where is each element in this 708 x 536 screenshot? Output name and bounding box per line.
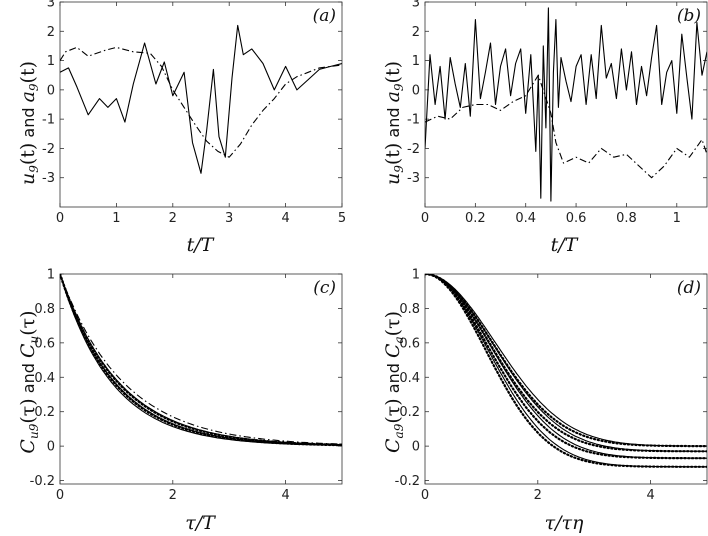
- panel-a-x-axis-label: t/T: [187, 234, 215, 256]
- panel-b-label: (b): [677, 6, 701, 26]
- y-tick-label: -3: [407, 171, 420, 186]
- series-line-c-1: [60, 274, 342, 445]
- x-tick-label: 2: [169, 211, 177, 226]
- panel-a-label: (a): [313, 6, 336, 26]
- panel-d-plot-area: 0 2 4-0.200.20.40.60.81: [395, 268, 707, 504]
- y-tick-label: 1: [47, 268, 55, 283]
- x-tick-label: 0.6: [566, 211, 587, 226]
- y-tick-label: -3: [42, 171, 55, 186]
- x-tick-label: 4: [281, 211, 289, 226]
- x-tick-label: 3: [225, 211, 233, 226]
- panel-d: 0 2 4-0.200.20.40.60.81 (d) τ/τη Ca9(τ) an…: [382, 268, 707, 535]
- panel-b: 0 0.2 0.4 0.6 0.8 1 -3 -2 -1 0 1 2 3 (b) t/T u9(t) a…: [382, 0, 707, 256]
- series-line-b-2: [425, 75, 707, 178]
- series-line-c-6: [60, 274, 342, 445]
- x-tick-label: 5: [338, 211, 346, 226]
- panel-d-y-axis-label: Ca9(τ) and Ca(τ): [382, 311, 406, 453]
- y-tick-label: -0.2: [30, 474, 55, 489]
- panel-a-y-axis-label: u9(t) and a9(t): [17, 61, 41, 185]
- y-tick-label: -0.2: [395, 474, 420, 489]
- x-tick-label: 0.8: [616, 211, 637, 226]
- figure-canvas: 0 1 2 3 4 5 -3 -2 -1 0 1 2 3 (a) t/T u9(t) and a9(t)…: [0, 0, 708, 536]
- series-line-c-2: [60, 274, 342, 445]
- y-tick-label: 1: [412, 54, 420, 69]
- panel-a-plot-area: 0 1 2 3 4 5 -3 -2 -1 0 1 2 3: [42, 0, 346, 226]
- panel-d-label: (d): [677, 278, 701, 298]
- panel-b-axes-frame: [425, 2, 707, 207]
- x-tick-label: 4: [281, 488, 289, 503]
- panel-c-label: (c): [313, 278, 336, 298]
- x-tick-label: 0: [56, 488, 64, 503]
- series-line-d-5: [425, 274, 707, 446]
- panel-b-plot-area: 0 0.2 0.4 0.6 0.8 1 -3 -2 -1 0 1 2 3: [407, 0, 707, 226]
- x-tick-label: 2: [534, 488, 542, 503]
- x-tick-label: 4: [646, 488, 654, 503]
- y-tick-label: -2: [407, 142, 420, 157]
- panel-a: 0 1 2 3 4 5 -3 -2 -1 0 1 2 3 (a) t/T u9(t) and a9(t): [17, 0, 346, 256]
- series-line-c-5: [60, 274, 342, 445]
- y-tick-label: -1: [42, 113, 55, 128]
- series-line-c-3: [60, 274, 342, 445]
- series-line-b-1: [425, 8, 707, 201]
- y-tick-label: 2: [47, 25, 55, 40]
- panel-c: 0 2 4-0.200.20.40.60.81 (c) τ/T Cu9(τ) and…: [17, 268, 342, 535]
- series-line-a-1: [60, 25, 342, 173]
- y-tick-label: 1: [47, 54, 55, 69]
- series-line-c-4: [60, 274, 342, 444]
- y-tick-label: 0: [47, 83, 55, 98]
- x-tick-label: 0.4: [515, 211, 536, 226]
- y-tick-label: 0: [412, 83, 420, 98]
- x-tick-label: 0: [421, 211, 429, 226]
- panel-b-y-axis-label: u9(t) and a9(t): [382, 61, 406, 185]
- y-tick-label: -1: [407, 113, 420, 128]
- panel-b-x-axis-label: t/T: [551, 234, 579, 256]
- y-tick-label: -2: [42, 142, 55, 157]
- series-line-d-6: [425, 274, 707, 451]
- panel-c-axes-frame: [60, 274, 342, 484]
- y-tick-label: 3: [412, 0, 420, 11]
- y-tick-label: 0: [47, 440, 55, 455]
- y-tick-label: 2: [412, 25, 420, 40]
- panel-c-y-axis-label: Cu9(τ) and Cu(τ): [17, 310, 41, 453]
- y-tick-label: 0: [412, 440, 420, 455]
- panel-c-x-axis-label: τ/T: [185, 512, 216, 534]
- panel-c-plot-area: 0 2 4-0.200.20.40.60.81: [30, 268, 342, 504]
- y-tick-label: 3: [47, 0, 55, 11]
- x-tick-label: 1: [673, 211, 681, 226]
- panel-d-x-axis-label: τ/τη: [545, 512, 584, 534]
- series-line-d-1: [425, 274, 707, 446]
- x-tick-label: 1: [112, 211, 120, 226]
- x-tick-label: 0.2: [465, 211, 486, 226]
- x-tick-label: 0: [56, 211, 64, 226]
- series-line-d-2: [425, 274, 707, 451]
- panel-a-axes-frame: [60, 2, 342, 207]
- x-tick-label: 0: [421, 488, 429, 503]
- y-tick-label: 1: [412, 268, 420, 283]
- x-tick-label: 2: [169, 488, 177, 503]
